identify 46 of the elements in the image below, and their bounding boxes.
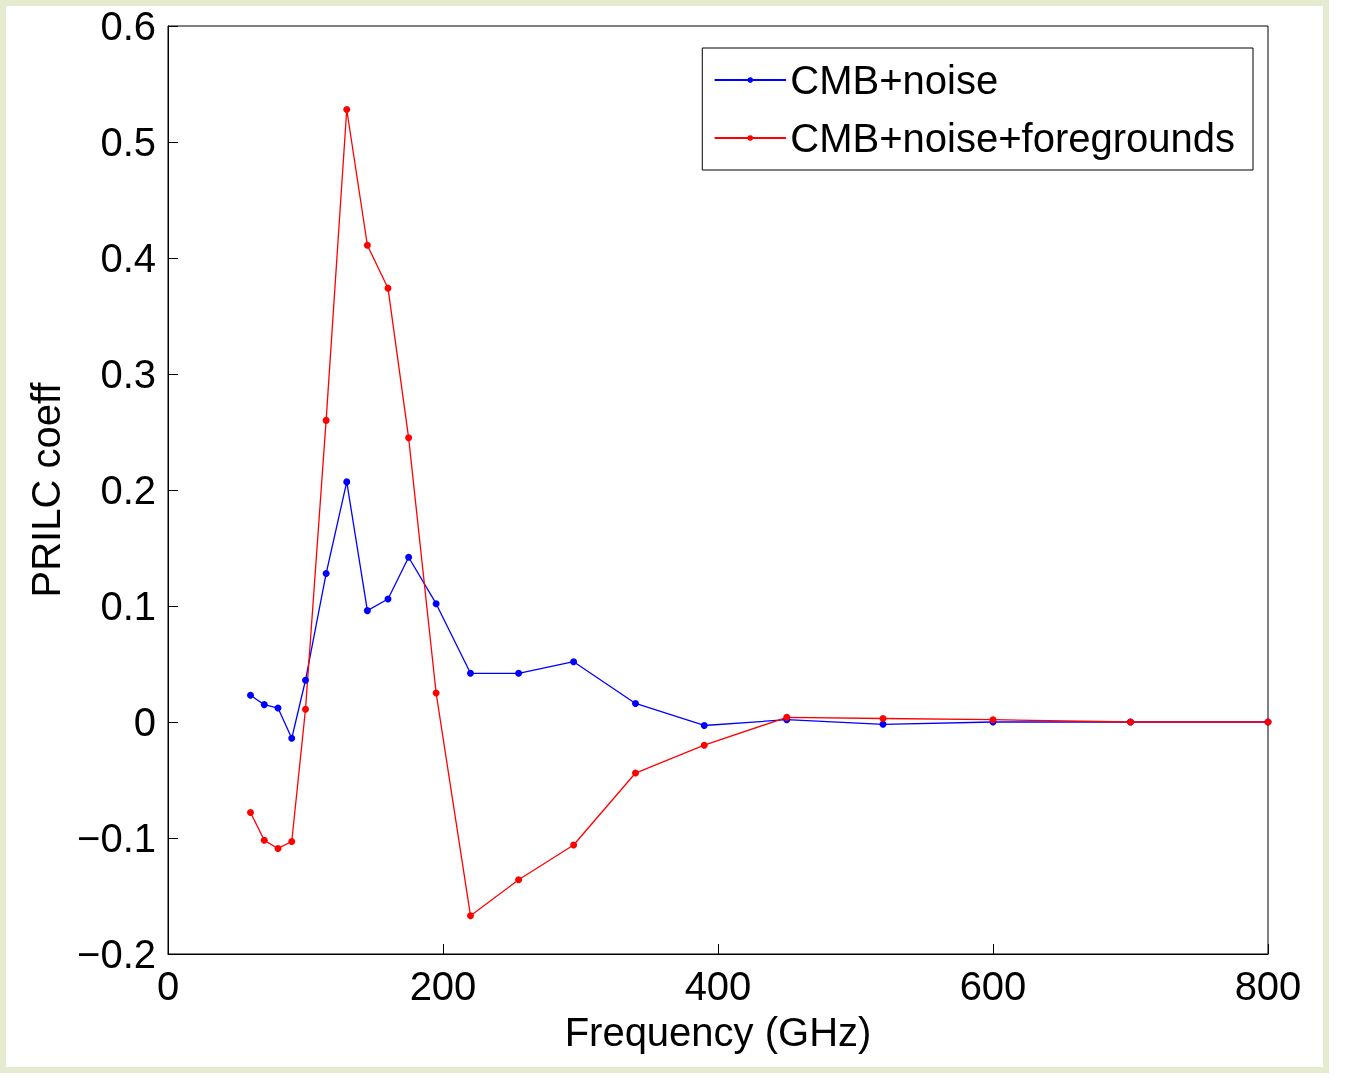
point bbox=[288, 837, 296, 845]
y-axis-title: PRILC coeff bbox=[24, 381, 69, 598]
point bbox=[247, 808, 254, 816]
point bbox=[515, 669, 523, 677]
legend-label: CMB+noise+foregrounds bbox=[790, 116, 1236, 160]
y-tick-label: 0.2 bbox=[100, 468, 156, 512]
point bbox=[632, 699, 639, 707]
point bbox=[288, 734, 296, 742]
point bbox=[700, 741, 708, 749]
point bbox=[247, 691, 254, 699]
point bbox=[302, 705, 309, 713]
point bbox=[515, 876, 523, 884]
point bbox=[260, 701, 268, 709]
point bbox=[260, 836, 268, 844]
y-tick-label: 0.6 bbox=[100, 4, 156, 48]
x-tick-label: 800 bbox=[1234, 964, 1302, 1008]
y-tick-label: 0.4 bbox=[100, 236, 156, 280]
point bbox=[632, 769, 639, 777]
point bbox=[467, 912, 474, 920]
point bbox=[343, 106, 351, 114]
y-tick-label: −0.2 bbox=[77, 932, 156, 976]
x-tick-label: 600 bbox=[959, 964, 1027, 1008]
point bbox=[405, 434, 413, 442]
y-tick-label: −0.1 bbox=[77, 816, 156, 860]
point bbox=[570, 658, 578, 666]
x-axis-title: Frequency (GHz) bbox=[564, 1010, 872, 1054]
point bbox=[879, 715, 887, 723]
legend-label: CMB+noise bbox=[790, 58, 999, 102]
point bbox=[405, 553, 413, 561]
point bbox=[343, 478, 351, 486]
y-tick-label: 0 bbox=[133, 700, 156, 744]
x-tick-label: 400 bbox=[684, 964, 752, 1008]
y-tick-label: 0.3 bbox=[100, 352, 156, 396]
point bbox=[363, 607, 371, 615]
point bbox=[432, 600, 440, 608]
point bbox=[467, 669, 474, 677]
x-tick-label: 200 bbox=[409, 964, 477, 1008]
point bbox=[570, 841, 578, 849]
point bbox=[700, 721, 708, 729]
point bbox=[322, 416, 330, 424]
y-tick-label: 0.5 bbox=[100, 120, 156, 164]
point bbox=[363, 241, 371, 249]
point bbox=[322, 570, 330, 578]
point bbox=[274, 844, 282, 852]
point bbox=[302, 676, 309, 684]
y-tick-label: 0.1 bbox=[100, 584, 156, 628]
